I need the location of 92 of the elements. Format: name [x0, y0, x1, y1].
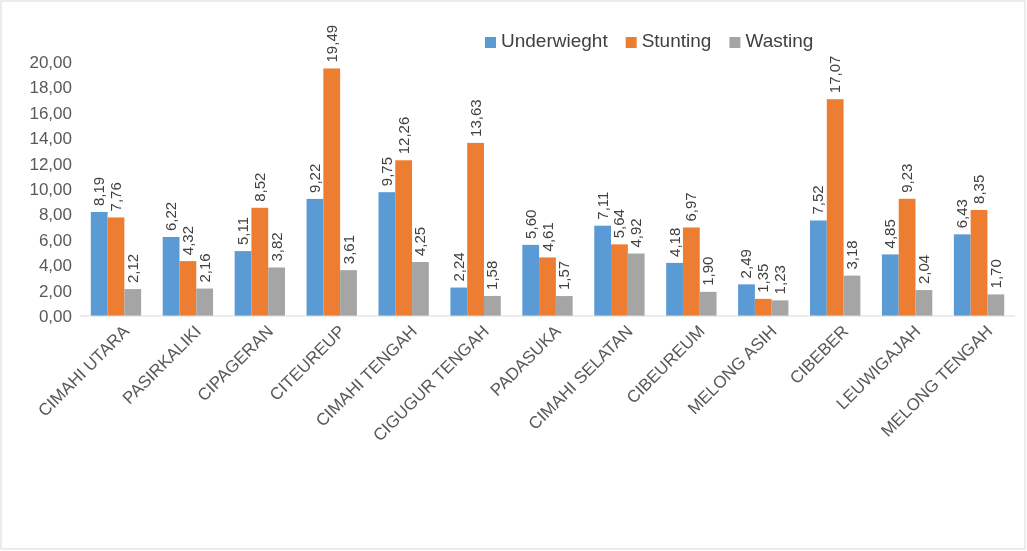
bar — [682, 227, 700, 316]
data-label: 5,60 — [521, 209, 539, 239]
bar — [234, 251, 252, 316]
data-label: 6,22 — [162, 201, 180, 232]
bar — [699, 291, 717, 316]
bar — [90, 211, 108, 316]
data-label: 8,52 — [250, 172, 268, 202]
bar — [107, 217, 125, 316]
data-label: 4,61 — [538, 222, 556, 252]
y-tick-label: 16,00 — [29, 103, 72, 123]
data-label: 7,52 — [809, 185, 827, 215]
bar — [340, 270, 357, 316]
data-label: 8,35 — [970, 174, 988, 204]
bar — [162, 237, 180, 316]
data-label: 4,25 — [411, 226, 429, 257]
y-tick-label: 0,00 — [38, 306, 72, 326]
y-tick-label: 8,00 — [38, 205, 72, 225]
bar — [539, 257, 556, 316]
legend-label: Stunting — [641, 30, 712, 51]
bar — [555, 296, 573, 316]
bar — [268, 267, 285, 316]
y-tick-label: 6,00 — [38, 230, 72, 250]
bar — [826, 99, 844, 316]
bar — [810, 220, 827, 316]
y-tick-label: 2,00 — [38, 281, 72, 301]
data-label: 4,92 — [627, 218, 645, 248]
data-label: 4,32 — [178, 225, 196, 256]
bar — [196, 288, 214, 316]
y-tick-label: 10,00 — [29, 179, 72, 199]
bar — [627, 253, 645, 316]
data-label: 17,07 — [826, 55, 844, 94]
data-label: 8,19 — [90, 176, 108, 206]
data-label: 4,18 — [665, 227, 683, 257]
bar — [970, 209, 988, 316]
bar — [522, 244, 540, 316]
data-label: 2,49 — [737, 249, 755, 279]
bar — [251, 207, 269, 316]
data-label: 1,58 — [483, 260, 501, 290]
data-label: 2,12 — [123, 253, 141, 284]
data-label: 2,24 — [449, 252, 467, 282]
y-tick-label: 12,00 — [29, 154, 72, 174]
y-tick-label: 4,00 — [38, 256, 72, 276]
legend-label: Underwieght — [501, 30, 609, 51]
y-tick-label: 18,00 — [29, 78, 72, 98]
data-label: 3,61 — [339, 234, 357, 265]
bar — [412, 262, 429, 316]
data-label: 19,49 — [322, 24, 340, 63]
bar — [738, 284, 755, 316]
data-label: 1,90 — [699, 256, 717, 286]
bar — [843, 275, 861, 316]
bar — [754, 298, 772, 316]
data-label: 1,23 — [771, 265, 789, 295]
data-label: 13,63 — [466, 99, 484, 137]
y-tick-label: 14,00 — [29, 129, 72, 149]
bar — [771, 300, 789, 316]
data-label: 5,64 — [610, 209, 628, 239]
data-label: 3,82 — [267, 232, 285, 262]
bar — [898, 198, 916, 316]
data-label: 4,85 — [881, 219, 899, 249]
data-label: 1,70 — [986, 259, 1004, 289]
bar — [450, 287, 468, 316]
data-label: 9,75 — [377, 156, 395, 187]
data-label: 1,57 — [555, 260, 573, 291]
data-label: 6,97 — [682, 192, 700, 222]
data-label: 2,16 — [195, 253, 213, 283]
bar — [323, 68, 341, 316]
bar — [395, 160, 413, 316]
data-label: 9,23 — [898, 163, 916, 193]
bar — [483, 295, 501, 316]
data-label: 5,11 — [234, 217, 252, 246]
bar — [179, 261, 197, 316]
bar — [953, 234, 971, 316]
bar — [881, 254, 899, 316]
y-tick-label: 20,00 — [29, 52, 72, 72]
bar — [611, 244, 628, 316]
data-label: 3,18 — [842, 240, 860, 270]
bar — [467, 142, 484, 316]
bar — [666, 262, 683, 316]
legend-label: Wasting — [745, 30, 814, 51]
bar — [306, 198, 324, 316]
bar — [594, 225, 612, 316]
data-label: 2,04 — [914, 254, 932, 285]
data-label: 6,43 — [953, 199, 971, 229]
data-label: 7,76 — [106, 182, 124, 212]
data-label: 9,22 — [305, 163, 323, 193]
data-label: 1,35 — [754, 263, 772, 293]
bar — [915, 290, 933, 316]
bar — [987, 294, 1005, 316]
data-label: 7,11 — [593, 191, 611, 220]
bar — [378, 192, 396, 316]
data-label: 12,26 — [394, 116, 412, 155]
bar — [124, 289, 142, 316]
